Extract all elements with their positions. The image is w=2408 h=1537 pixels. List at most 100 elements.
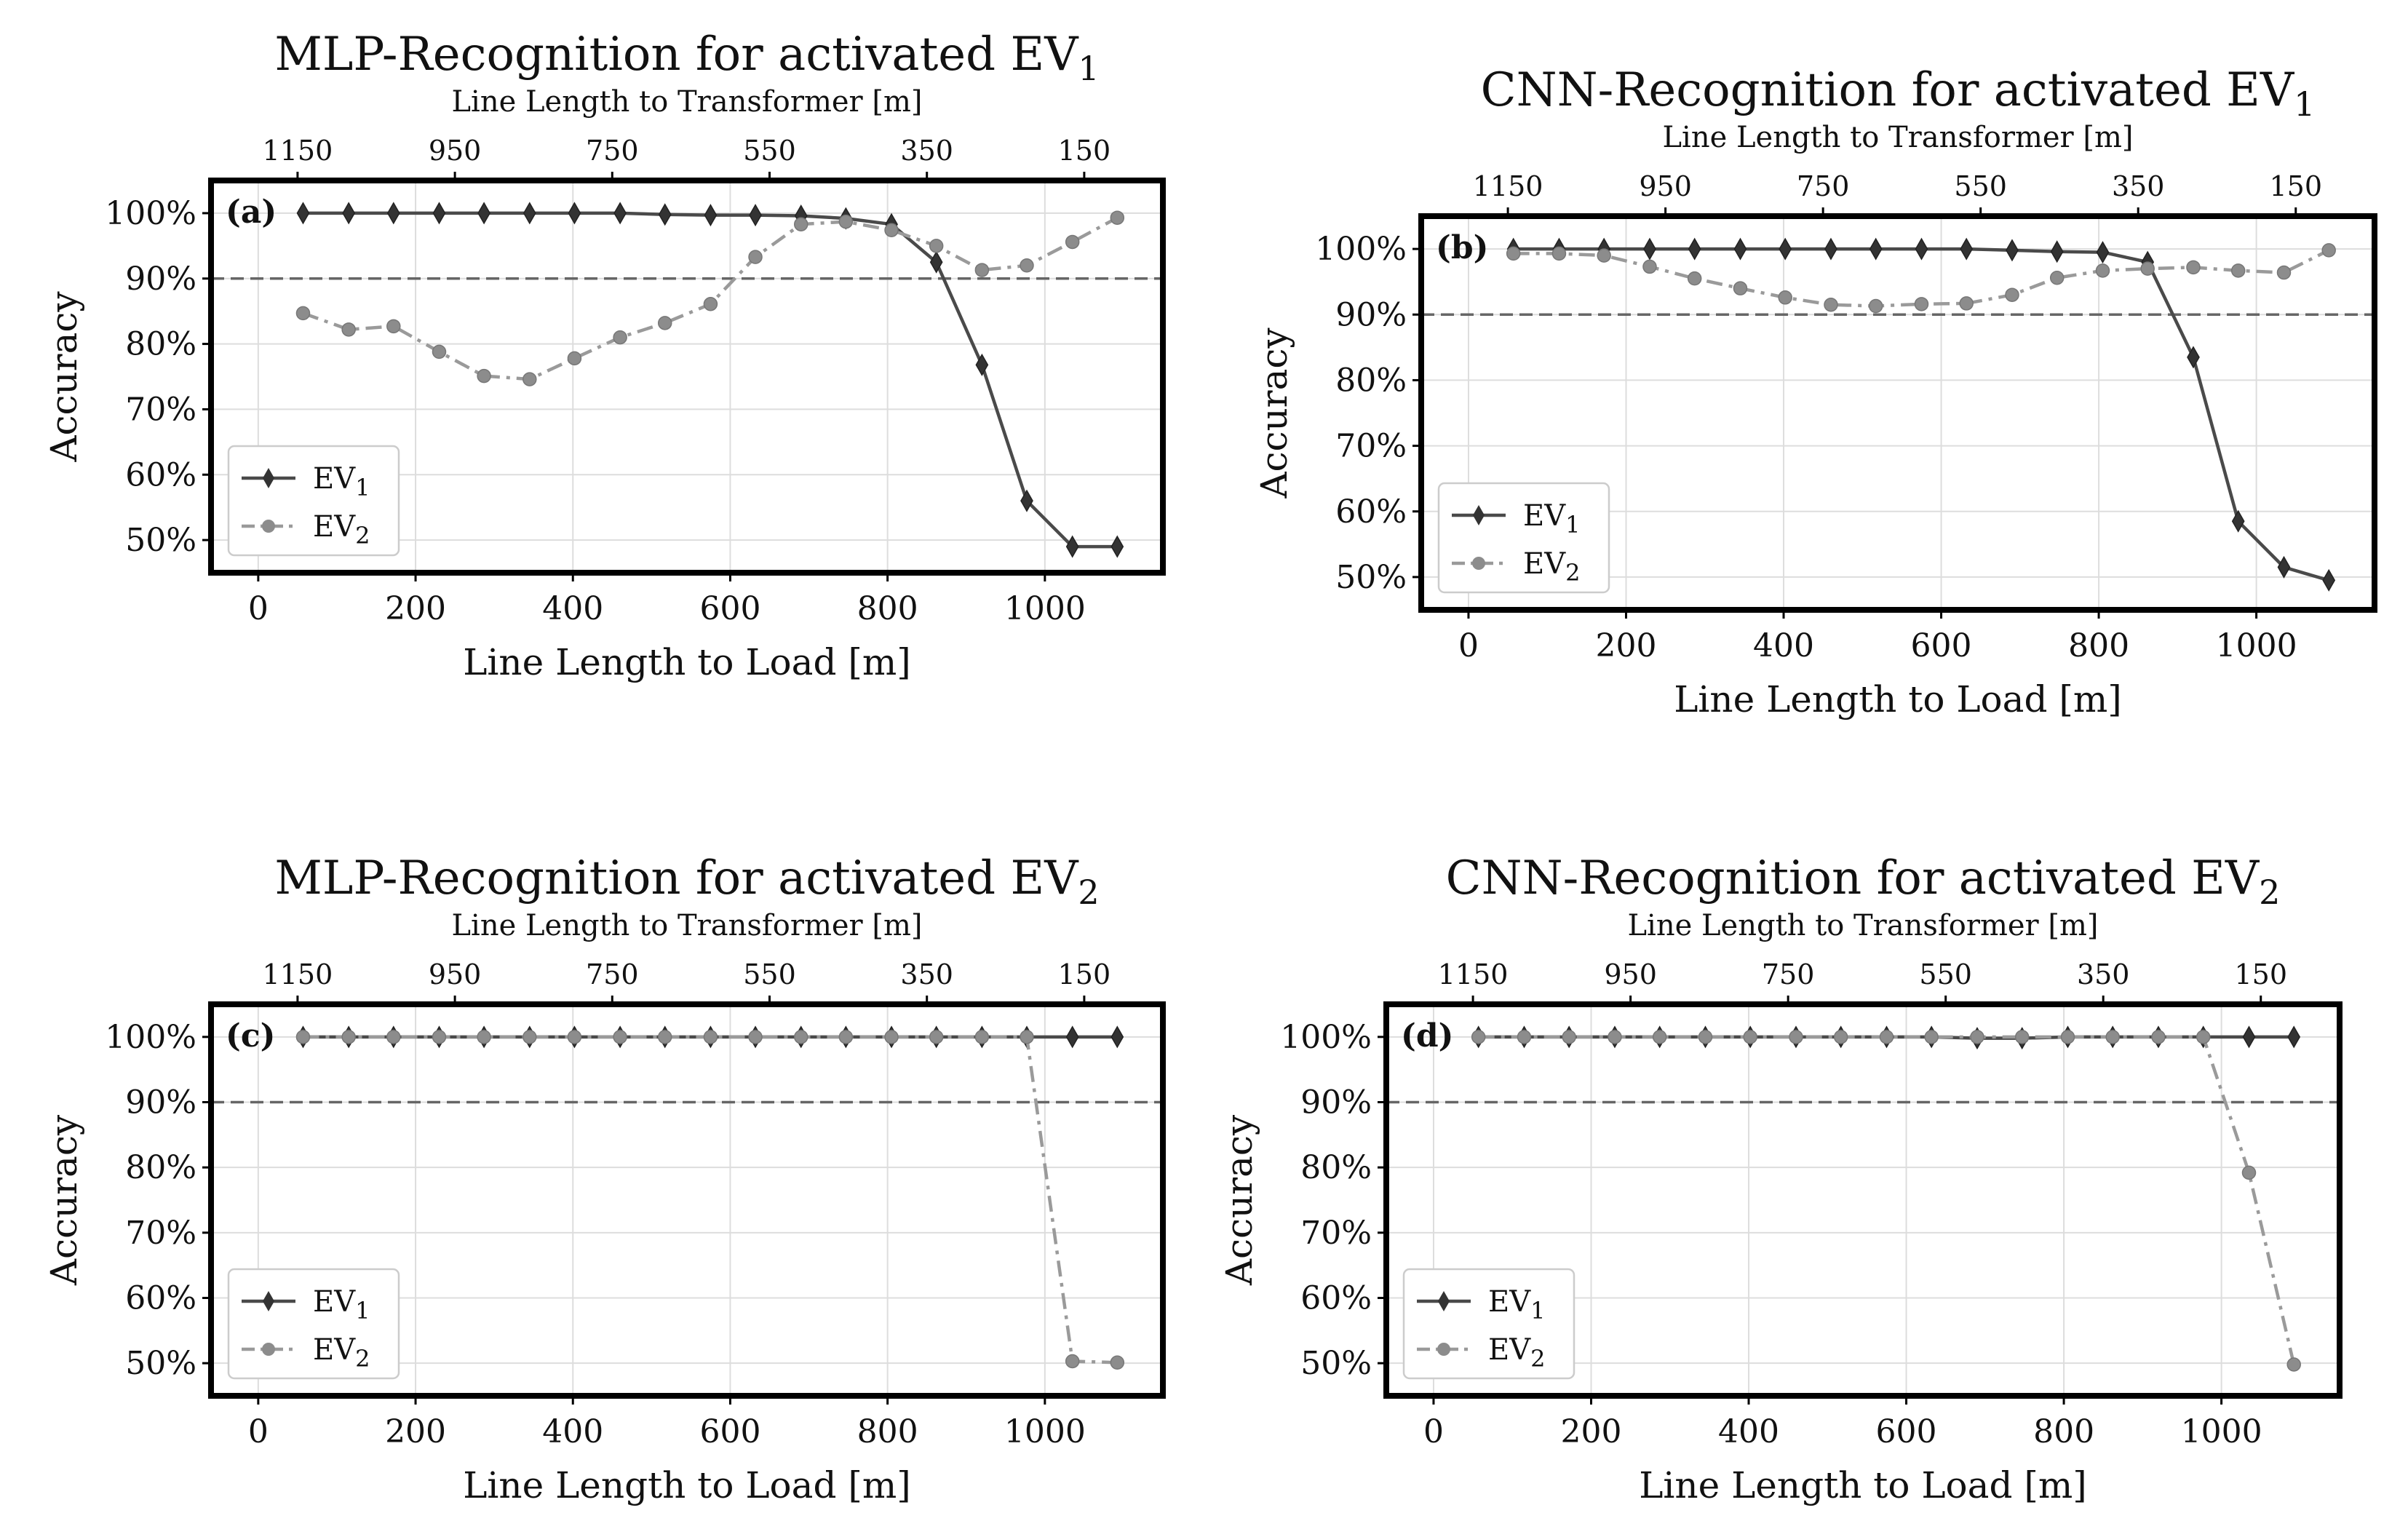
ev1-point xyxy=(477,202,490,225)
ev2-point xyxy=(884,223,899,238)
ev2-point xyxy=(1914,297,1929,311)
ev2-point xyxy=(1687,271,1702,286)
legend-label-sub: 2 xyxy=(355,1345,370,1373)
legend-ev2-marker xyxy=(262,1343,275,1356)
ev2-point xyxy=(657,1030,672,1044)
y-tick-label: 90% xyxy=(1300,1084,1372,1121)
ev2-point xyxy=(341,322,356,337)
legend-ev2-marker xyxy=(1472,557,1485,570)
ev2-point xyxy=(432,344,447,360)
y-tick-label: 100% xyxy=(105,1019,196,1056)
x-tick-label: 600 xyxy=(1876,1413,1937,1450)
ev1-point xyxy=(386,202,400,225)
ev2-point xyxy=(1562,1030,1576,1044)
chart-title: CNN-Recognition for activated EV1 xyxy=(1481,63,2316,124)
top-tick-label: 750 xyxy=(1762,958,1815,990)
ev1-point xyxy=(1110,535,1124,558)
ev2-point xyxy=(432,1030,447,1044)
ev2-point xyxy=(1110,210,1125,225)
legend-label-main: EV xyxy=(313,510,356,544)
legend-ev1-marker xyxy=(263,1291,274,1311)
ev2-point xyxy=(1833,1030,1848,1044)
y-tick-label: 50% xyxy=(125,1345,196,1382)
y-tick-label: 70% xyxy=(125,391,196,428)
y-tick-label: 70% xyxy=(125,1215,196,1252)
legend-label-sub: 2 xyxy=(355,522,370,549)
legend-ev1-marker xyxy=(1438,1291,1450,1311)
ev2-point xyxy=(2286,1357,2301,1372)
chart-title-sub: 1 xyxy=(1078,49,1099,88)
chart-panel-4: 0 200 400 600 800 100050%60%70%80%90%100%1150… xyxy=(1218,851,2343,1506)
ev2-point xyxy=(2095,263,2110,278)
legend-label-sub: 1 xyxy=(1565,511,1580,539)
x-tick-label: 1000 xyxy=(1004,590,1086,627)
x-axis-label: Line Length to Load [m] xyxy=(463,1464,911,1506)
ev1-point xyxy=(1733,237,1747,261)
ev2-point xyxy=(341,1030,356,1044)
legend-label-2: EV2 xyxy=(1488,1333,1545,1373)
chart-title: CNN-Recognition for activated EV2 xyxy=(1446,851,2281,912)
chart-title-main: MLP-Recognition for activated EV xyxy=(274,28,1079,82)
top-tick-label: 1150 xyxy=(1473,170,1543,202)
panel-label: (a) xyxy=(226,194,277,231)
chart-panel-3: 0 200 400 600 800 100050%60%70%80%90%100%1150… xyxy=(43,851,1166,1506)
top-axis-label: Line Length to Transformer [m] xyxy=(1627,909,2098,942)
x-tick-label: 200 xyxy=(385,1413,446,1450)
ev2-point xyxy=(1551,246,1567,261)
y-tick-label: 60% xyxy=(125,1280,196,1317)
ev2-point xyxy=(2241,1165,2257,1180)
ev2-point xyxy=(386,1030,401,1044)
x-tick-label: 200 xyxy=(385,590,446,627)
chart-title-sub: 2 xyxy=(2259,873,2280,912)
ev2-point xyxy=(2276,265,2292,280)
top-tick-label: 350 xyxy=(2112,170,2165,202)
ev2-point xyxy=(793,1030,808,1044)
ev2-point xyxy=(1020,1030,1034,1044)
ev1-point xyxy=(2277,555,2291,579)
ev2-point xyxy=(929,1030,944,1044)
top-axis-label: Line Length to Transformer [m] xyxy=(451,909,922,942)
ev2-point xyxy=(1065,234,1080,250)
top-tick-label: 750 xyxy=(586,958,639,990)
ev2-point xyxy=(613,1030,627,1044)
ev1-point xyxy=(1020,489,1033,512)
ev2-point xyxy=(1020,258,1034,273)
ev2-point xyxy=(1698,1030,1713,1044)
legend-label-main: EV xyxy=(1523,547,1566,581)
ev1-point xyxy=(1960,237,1974,261)
ev2-point xyxy=(748,1030,763,1044)
y-axis-label: Accuracy xyxy=(1218,1114,1260,1286)
ev1-point xyxy=(2322,568,2336,592)
panel-label: (d) xyxy=(1401,1017,1453,1055)
y-tick-label: 60% xyxy=(1335,493,1407,531)
y-tick-label: 70% xyxy=(1335,428,1407,465)
ev2-point xyxy=(477,368,491,384)
ev2-point xyxy=(974,1030,990,1044)
ev1-point xyxy=(1824,237,1837,261)
y-tick-label: 80% xyxy=(1300,1149,1372,1186)
ev2-point xyxy=(2321,243,2336,258)
top-axis-label: Line Length to Transformer [m] xyxy=(451,85,922,119)
top-tick-label: 1150 xyxy=(263,135,333,167)
x-tick-label: 600 xyxy=(1911,627,1972,664)
ev1-point xyxy=(929,250,943,274)
ev2-point xyxy=(1110,1355,1125,1370)
legend-label-main: EV xyxy=(313,1333,356,1367)
ev1-point xyxy=(1779,237,1792,261)
ev2-point xyxy=(974,263,990,277)
y-tick-label: 80% xyxy=(125,326,196,363)
top-tick-label: 550 xyxy=(743,135,796,167)
legend-label-main: EV xyxy=(1488,1333,1531,1367)
ev2-point xyxy=(295,306,311,321)
legend-ev2-marker xyxy=(262,520,275,533)
chart-title-main: MLP-Recognition for activated EV xyxy=(274,851,1079,905)
ev2-point xyxy=(2140,261,2155,276)
top-tick-label: 150 xyxy=(1058,135,1111,167)
ev2-point xyxy=(1642,259,1657,274)
y-axis-label: Accuracy xyxy=(43,1114,85,1286)
ev2-point xyxy=(1959,296,1974,311)
ev2-point xyxy=(522,1030,537,1044)
